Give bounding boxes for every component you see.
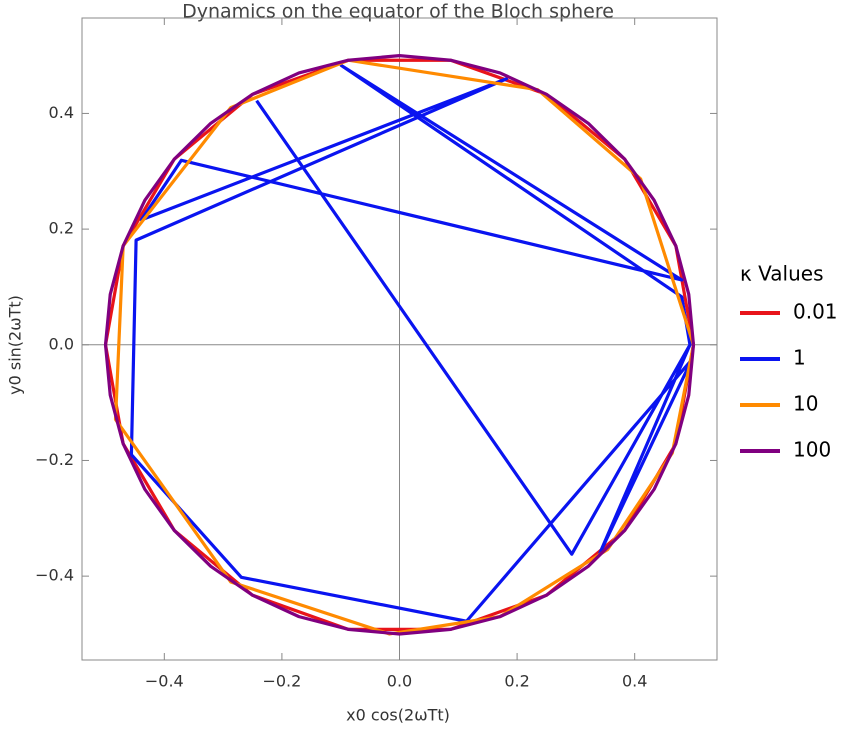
series-line [103,53,696,636]
chart-title: Dynamics on the equator of the Bloch sph… [182,1,614,23]
legend-label: 10 [793,392,818,416]
x-tick-label: 0.4 [622,672,647,691]
legend-label: 1 [793,346,806,370]
y-tick-label: −0.4 [35,566,74,585]
x-tick-label: 0.2 [504,672,529,691]
legend-title: κ Values [740,262,824,286]
y-tick-label: 0.4 [49,103,74,122]
x-tick-label: −0.4 [145,672,184,691]
y-axis-label: y0 sin(2ωTt) [6,295,25,395]
y-tick-label: 0.0 [49,334,74,353]
x-tick-label: 0.0 [387,672,412,691]
legend-label: 0.01 [793,300,838,324]
y-tick-label: −0.2 [35,450,74,469]
x-axis-label: x0 cos(2ωTt) [346,706,450,725]
x-tick-label: −0.2 [262,672,301,691]
y-tick-label: 0.2 [49,219,74,238]
legend-label: 100 [793,438,831,462]
